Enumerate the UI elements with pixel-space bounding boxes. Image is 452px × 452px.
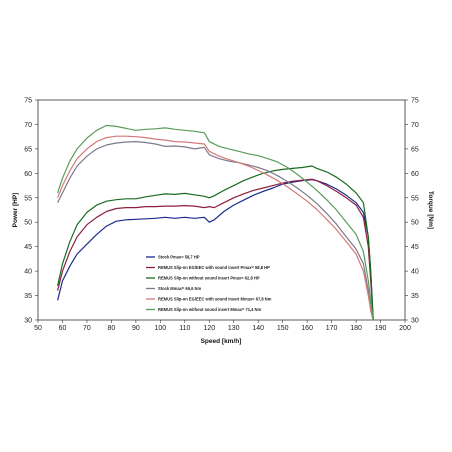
x-tick-label: 160 [301,325,313,332]
series-line-3 [57,165,374,321]
legend-label-3: REMUS Slip-on without sound insert Pmax=… [158,275,260,280]
series-line-4 [57,141,374,321]
series-line-6 [57,124,374,321]
legend-label-5: REMUS Slip-on EG/EEC with sound insert M… [158,296,272,301]
y-right-tick-label: 75 [411,98,419,105]
x-tick-label: 190 [375,325,387,332]
y-right-tick-label: 35 [411,293,419,300]
y-right-tick-label: 65 [411,146,419,153]
x-axis-title: Speed [km/h] [201,338,242,345]
series-line-5 [57,135,374,321]
x-tick-label: 50 [34,325,42,332]
y-left-tick-label: 75 [24,98,32,105]
x-tick-label: 80 [108,325,116,332]
x-tick-label: 170 [326,325,338,332]
y-left-tick-label: 30 [24,318,32,325]
legend-label-6: REMUS Slip-on without sound insert Mmax=… [158,307,262,312]
x-tick-label: 110 [179,325,190,332]
legend-label-2: REMUS Slip-on EG/EEC with sound insert P… [158,265,270,270]
y-right-tick-label: 70 [411,122,419,129]
y-left-tick-label: 45 [24,244,32,251]
chart-legend: Stock Pmax= 58,7 HP REMUS Slip-on EG/EEC … [146,254,272,312]
x-tick-label: 60 [59,325,67,332]
x-tick-label: 150 [277,325,289,332]
y-left-tick-label: 70 [24,122,32,129]
y-right-tick-label: 40 [411,269,419,276]
y-left-tick-label: 55 [24,195,32,202]
y-left-tick-label: 65 [24,146,32,153]
plot-frame [37,99,406,321]
x-tick-label: 140 [252,325,264,332]
series-line-2 [57,178,374,321]
y-left-tick-label: 40 [24,269,32,276]
y-right-tick-label: 30 [411,318,419,325]
x-tick-label: 90 [132,325,140,332]
legend-label-4: Stock Mmax= 66,6 Nm [158,286,201,291]
x-tick-label: 100 [154,325,166,332]
y-right-tick-label: 45 [411,244,419,251]
y-left-tick-label: 60 [24,171,32,178]
x-axis-ticks: 50 60 70 80 90 100 110 120 130 140 150 160 170 180 190… [34,320,411,332]
series-line-1 [57,179,374,321]
y-right-tick-label: 55 [411,195,419,202]
right-axis-title: Torque [Nm] [427,191,434,229]
x-tick-label: 70 [83,325,91,332]
x-tick-label: 200 [399,325,411,332]
right-axis-ticks: 30 35 40 45 50 55 60 65 70 75 [405,98,419,325]
x-tick-label: 130 [228,325,240,332]
y-right-tick-label: 50 [411,220,419,227]
y-left-tick-label: 50 [24,220,32,227]
series-lines [57,124,374,321]
legend-label-1: Stock Pmax= 58,7 HP [158,254,200,259]
y-right-tick-label: 60 [411,171,419,178]
left-axis-title: Power [HP] [12,193,19,228]
x-tick-label: 120 [203,325,215,332]
left-axis-ticks: 30 35 40 45 50 55 60 65 70 75 [24,98,38,325]
y-left-tick-label: 35 [24,293,32,300]
x-tick-label: 180 [350,325,362,332]
